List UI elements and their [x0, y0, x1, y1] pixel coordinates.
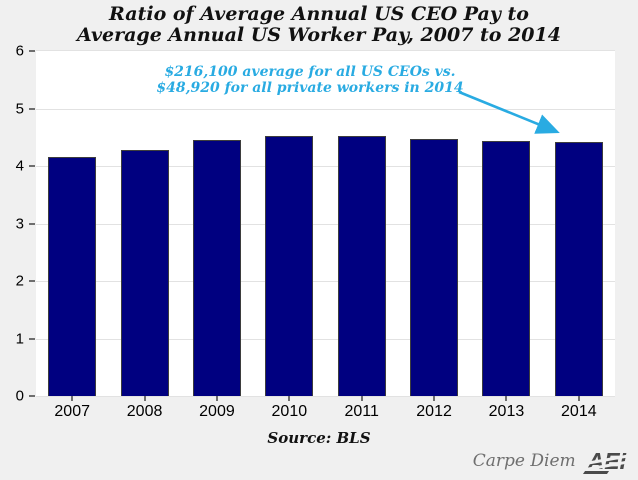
- y-tick-mark: [29, 222, 35, 225]
- y-tick-label: 1: [15, 330, 24, 347]
- x-tick-mark: [505, 396, 508, 401]
- x-tick-mark: [215, 396, 218, 401]
- blog-name: Carpe Diem: [472, 451, 576, 471]
- bar-2011: [337, 135, 386, 396]
- x-tick-label: 2012: [416, 403, 452, 420]
- x-tick-label: 2011: [344, 403, 379, 420]
- x-tick-label: 2013: [488, 403, 525, 420]
- chart-title: Ratio of Average Annual US CEO Pay to Av…: [77, 3, 561, 46]
- source-note: Source: BLS: [267, 429, 371, 447]
- gridline: [36, 108, 615, 110]
- x-tick-mark: [360, 396, 363, 401]
- x-tick-mark: [288, 396, 291, 401]
- y-tick-label: 3: [15, 215, 24, 232]
- bar-2014: [554, 141, 603, 396]
- annotation-callout: $216,100 average for all US CEOs vs. $48…: [156, 64, 464, 96]
- y-tick-mark: [29, 337, 35, 340]
- y-tick-mark: [29, 165, 35, 167]
- y-tick-label: 0: [15, 387, 24, 405]
- x-tick-mark: [143, 396, 146, 401]
- gridline: [36, 338, 615, 340]
- x-tick-mark: [71, 396, 74, 401]
- x-tick-label: 2009: [199, 403, 235, 420]
- y-tick-mark: [29, 50, 35, 52]
- y-tick-mark: [29, 395, 35, 397]
- x-tick-label: 2008: [126, 403, 163, 420]
- bar-2008: [120, 149, 169, 396]
- bar-2007: [48, 157, 97, 396]
- aei-logo-underline: [582, 470, 609, 474]
- y-tick-label: 6: [15, 42, 24, 60]
- aei-logo: AEI: [582, 449, 630, 474]
- gridline: [36, 396, 615, 397]
- x-axis: 2007 2008 2009 2010 2011 2012 2013 2014: [36, 396, 615, 420]
- y-tick-label: 2: [15, 272, 24, 290]
- y-tick-label: 4: [15, 157, 24, 175]
- gridline: [36, 166, 615, 168]
- y-tick-mark: [29, 107, 35, 110]
- gridline: [36, 223, 615, 225]
- x-tick-mark: [577, 396, 580, 401]
- y-tick-mark: [29, 280, 35, 282]
- x-tick-label: 2010: [271, 403, 308, 420]
- x-tick-label: 2014: [561, 403, 597, 420]
- bar-2012: [410, 138, 459, 396]
- plot-area: [36, 50, 615, 397]
- bar-2009: [192, 140, 241, 396]
- bar-2013: [482, 141, 531, 396]
- gridline: [36, 281, 615, 283]
- y-tick-label: 5: [15, 100, 24, 117]
- bar-2010: [265, 136, 314, 396]
- y-axis: 0 1 2 3 4 5 6: [0, 43, 36, 405]
- footer: Carpe Diem AEI: [472, 447, 630, 475]
- x-tick-mark: [433, 396, 436, 401]
- x-tick-label: 2007: [54, 403, 90, 420]
- gridline: [36, 50, 615, 51]
